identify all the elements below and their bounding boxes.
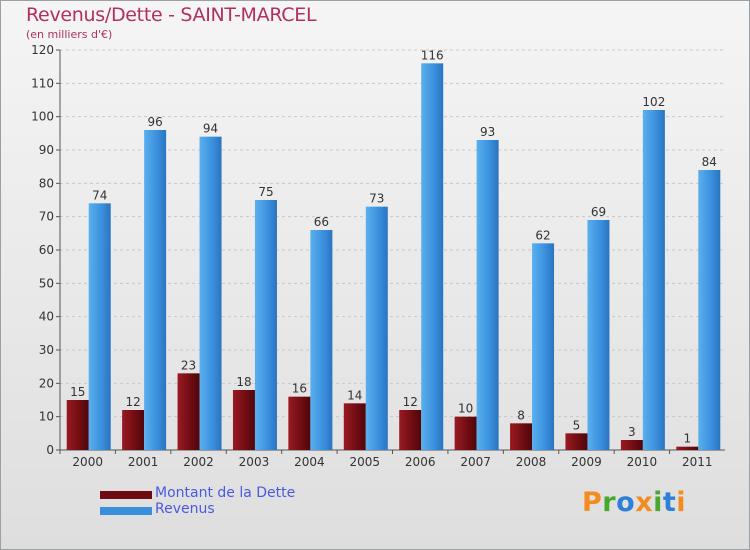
chart-subtitle: (en milliers d'€): [26, 28, 113, 41]
logo-letter: P: [582, 487, 603, 518]
logo-letter: o: [616, 487, 636, 518]
data-label-revenus-2006: 116: [421, 48, 444, 62]
bar-revenus-2011: [698, 170, 721, 450]
data-label-revenus-2004: 66: [314, 215, 329, 229]
x-tick-label: 2004: [294, 455, 325, 469]
y-tick-label: 40: [39, 310, 54, 324]
data-label-dette-2005: 14: [347, 388, 362, 402]
bar-dette-2005: [343, 403, 366, 450]
y-tick-label: 90: [39, 143, 54, 157]
x-tick-label: 2009: [571, 455, 602, 469]
chart-title: Revenus/Dette - SAINT-MARCEL: [26, 4, 317, 26]
data-label-dette-2004: 16: [292, 382, 307, 396]
x-tick-label: 2001: [128, 455, 159, 469]
bar-revenus-2008: [532, 243, 555, 450]
data-label-revenus-2009: 69: [591, 205, 606, 219]
y-tick-label: 70: [39, 210, 54, 224]
y-tick-label: 80: [39, 176, 54, 190]
bar-revenus-2002: [199, 136, 222, 450]
y-tick-label: 100: [31, 110, 54, 124]
x-tick-label: 2003: [239, 455, 270, 469]
data-label-dette-2001: 12: [125, 395, 140, 409]
data-label-revenus-2011: 84: [702, 155, 717, 169]
bar-dette-2009: [565, 433, 588, 450]
data-label-dette-2002: 23: [181, 358, 196, 372]
y-tick-label: 60: [39, 243, 54, 257]
data-label-dette-2010: 3: [628, 425, 636, 439]
y-tick-label: 10: [39, 410, 54, 424]
bar-dette-2011: [676, 446, 699, 450]
bar-dette-2006: [399, 410, 422, 450]
data-label-dette-2003: 18: [236, 375, 251, 389]
data-label-revenus-2000: 74: [92, 188, 107, 202]
data-label-dette-2009: 5: [573, 418, 581, 432]
data-label-revenus-2007: 93: [480, 125, 495, 139]
y-tick-label: 20: [39, 376, 54, 390]
bar-layer: [66, 63, 721, 450]
bar-dette-2007: [454, 416, 477, 450]
data-label-revenus-2010: 102: [642, 95, 665, 109]
bar-revenus-2005: [365, 206, 388, 450]
data-label-dette-2008: 8: [517, 408, 525, 422]
bar-revenus-2001: [144, 130, 167, 450]
bar-revenus-2010: [642, 110, 665, 450]
logo-letter: r: [602, 487, 617, 518]
bar-dette-2002: [177, 373, 200, 450]
legend-swatch-revenus: [100, 507, 152, 515]
logo-letter: i: [653, 487, 663, 518]
logo-letter: x: [635, 487, 654, 518]
bar-revenus-2000: [88, 203, 111, 450]
logo-letter: t: [662, 487, 677, 518]
x-tick-label: 2007: [460, 455, 491, 469]
label-layer: 15 74 12 96 23 94 18 75 16 66 14 73 12 116 10 93 8 62 5 69 3…: [70, 48, 717, 445]
proxiti-logo: Proxiti: [582, 487, 686, 518]
bar-dette-2010: [620, 440, 643, 450]
data-label-dette-2000: 15: [70, 385, 85, 399]
x-tick-label: 2000: [72, 455, 103, 469]
bar-revenus-2006: [421, 63, 444, 450]
y-tick-label: 50: [39, 276, 54, 290]
x-tick-label: 2011: [682, 455, 713, 469]
bar-revenus-2007: [476, 140, 499, 450]
bar-dette-2000: [66, 400, 89, 450]
y-tick-label: 30: [39, 343, 54, 357]
legend-swatch-dette: [100, 491, 152, 499]
legend-label-revenus: Revenus: [155, 501, 215, 517]
data-label-dette-2011: 1: [683, 432, 691, 446]
data-label-revenus-2008: 62: [535, 228, 550, 242]
y-tick-label: 110: [31, 76, 54, 90]
data-label-revenus-2002: 94: [203, 122, 218, 136]
data-label-dette-2006: 12: [403, 395, 418, 409]
logo-letter: i: [676, 487, 687, 518]
y-tick-label: 0: [46, 443, 54, 457]
grid-layer: [60, 49, 725, 418]
bar-dette-2003: [232, 390, 255, 450]
x-tick-label: 2002: [183, 455, 214, 469]
bar-revenus-2009: [587, 220, 610, 450]
x-tick-label: 2008: [516, 455, 547, 469]
bar-dette-2001: [122, 410, 145, 450]
x-tick-label: 2010: [627, 455, 658, 469]
x-tick-label: 2006: [405, 455, 436, 469]
bar-dette-2004: [288, 396, 311, 450]
data-label-revenus-2003: 75: [258, 185, 273, 199]
data-label-revenus-2001: 96: [147, 115, 162, 129]
x-tick-label: 2005: [350, 455, 381, 469]
bar-revenus-2003: [254, 200, 277, 450]
y-tick-label: 120: [31, 43, 54, 57]
data-label-dette-2007: 10: [458, 402, 473, 416]
legend-label-dette: Montant de la Dette: [155, 485, 296, 501]
bar-revenus-2004: [310, 230, 333, 450]
bar-dette-2008: [510, 423, 533, 450]
data-label-revenus-2005: 73: [369, 192, 384, 206]
